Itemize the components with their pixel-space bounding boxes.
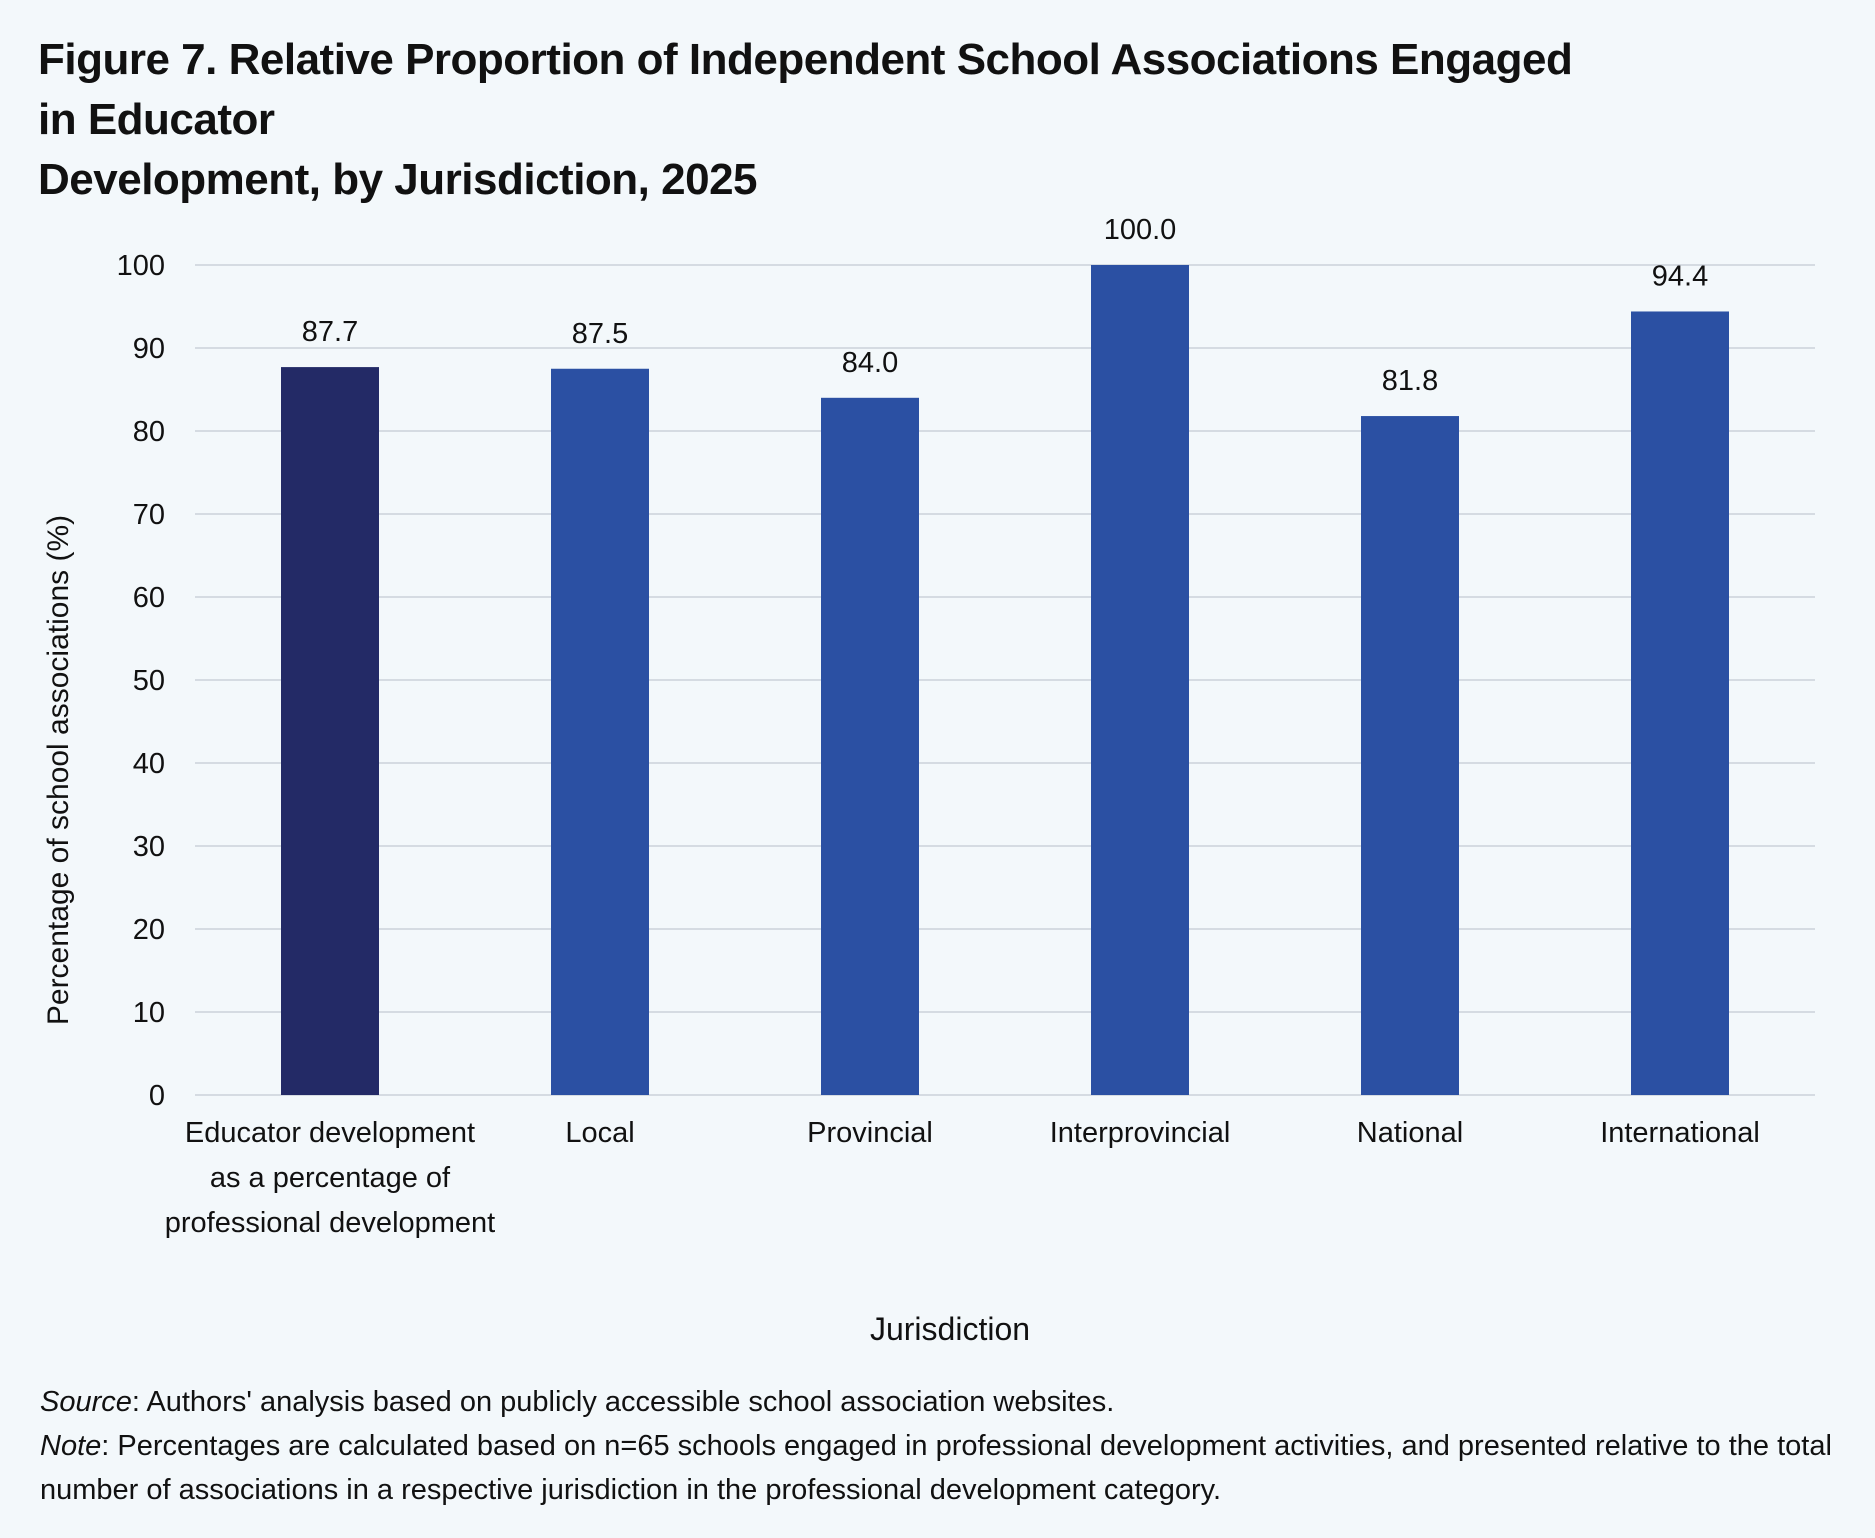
y-tick-label: 100 [117, 250, 165, 282]
y-tick-label: 0 [149, 1080, 165, 1112]
source-label: Source [40, 1386, 132, 1418]
data-label: 100.0 [1104, 214, 1177, 246]
y-axis-title: Percentage of school associations (%) [42, 515, 75, 1025]
y-axis-ticks: 0 10 20 30 40 50 60 70 80 90 100 [117, 250, 165, 1112]
bar-4 [1361, 416, 1459, 1095]
x-tick-label: International [1600, 1117, 1760, 1149]
data-labels: 87.7 87.5 84.0 100.0 81.8 94.4 [302, 214, 1708, 397]
x-axis-title: Jurisdiction [870, 1311, 1030, 1347]
y-tick-label: 90 [133, 333, 165, 365]
note-label: Note [40, 1430, 102, 1462]
y-tick-label: 80 [133, 416, 165, 448]
x-tick-label: Educator development as a percentage of pr… [165, 1117, 495, 1239]
x-tick-label: Local [565, 1117, 634, 1149]
bar-0 [281, 367, 379, 1096]
data-label: 94.4 [1652, 260, 1708, 292]
chart-title-line-2: Development, by Jurisdiction, 2025 [38, 155, 758, 204]
y-tick-label: 50 [133, 665, 165, 697]
method-note: Note: Percentages are calculated based o… [40, 1424, 1840, 1512]
chart-footer: Source: Authors' analysis based on publi… [40, 1380, 1840, 1512]
x-tick-label: Provincial [807, 1117, 933, 1149]
source-note: Source: Authors' analysis based on publi… [40, 1380, 1840, 1424]
bar-2 [821, 397, 919, 1095]
bar-1 [551, 368, 649, 1095]
y-tick-label: 40 [133, 748, 165, 780]
bars [281, 265, 1729, 1096]
data-label: 81.8 [1382, 365, 1438, 397]
note-text: : Percentages are calculated based on n=… [40, 1430, 1832, 1506]
data-label: 87.5 [572, 318, 628, 350]
y-tick-label: 30 [133, 831, 165, 863]
bar-3 [1091, 265, 1189, 1095]
y-tick-label: 10 [133, 997, 165, 1029]
y-tick-label: 20 [133, 914, 165, 946]
bar-chart: 0 10 20 30 40 50 60 70 80 90 100 87.7 87.5 84.0 100.0… [42, 214, 1815, 1347]
data-label: 84.0 [842, 347, 898, 379]
data-label: 87.7 [302, 316, 358, 348]
x-tick-label: National [1357, 1117, 1463, 1149]
chart-title-line-1: Figure 7. Relative Proportion of Indepen… [38, 35, 1573, 144]
chart-title: Figure 7. Relative Proportion of Indepen… [38, 30, 1598, 210]
bar-5 [1631, 311, 1729, 1096]
grid-lines [195, 264, 1815, 1096]
y-tick-label: 70 [133, 499, 165, 531]
y-tick-label: 60 [133, 582, 165, 614]
source-text: : Authors' analysis based on publicly ac… [131, 1386, 1115, 1418]
x-axis-ticks: Educator development as a percentage of pr… [165, 1117, 1760, 1239]
x-tick-label: Interprovincial [1050, 1117, 1231, 1149]
